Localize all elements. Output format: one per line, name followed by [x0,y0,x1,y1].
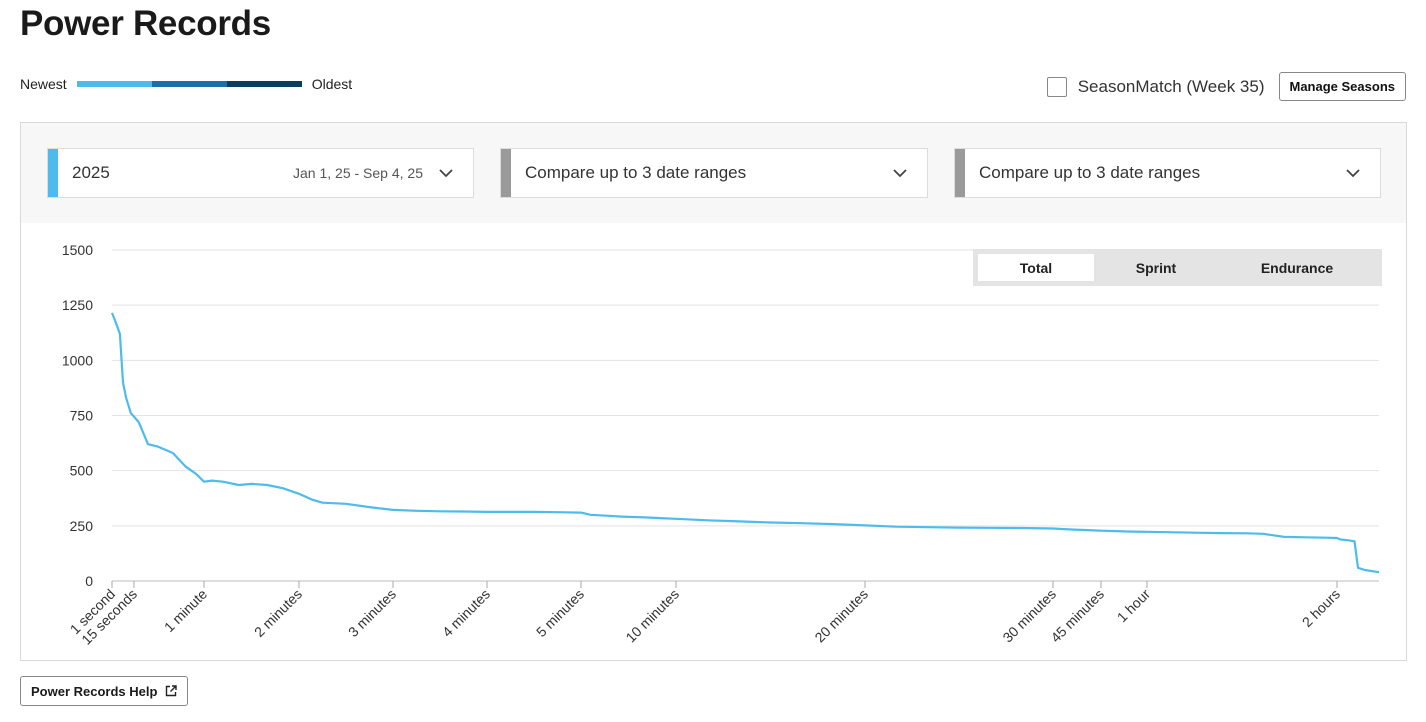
page-title: Power Records [20,4,271,43]
y-tick-label: 1000 [62,352,93,368]
x-tick-label: 2 minutes [251,586,305,640]
y-tick-label: 0 [85,573,93,589]
manage-seasons-button[interactable]: Manage Seasons [1278,72,1406,101]
y-tick-label: 1500 [62,242,93,258]
power-records-help-button[interactable]: Power Records Help [20,676,189,706]
range-color-stripe [955,149,965,197]
x-tick-label: 1 minute [161,586,210,635]
recency-legend: Newest Oldest [20,76,352,92]
date-range-select-2[interactable]: Compare up to 3 date ranges [500,148,928,198]
date-range-select-3[interactable]: Compare up to 3 date ranges [954,148,1381,198]
power-curve-line [110,312,1380,574]
seasonmatch-checkbox[interactable] [1046,76,1067,97]
range-dates: Jan 1, 25 - Sep 4, 25 [293,165,423,181]
segment-sprint[interactable]: Sprint [1135,259,1177,276]
season-controls: SeasonMatch (Week 35) Manage Seasons [1046,72,1406,101]
legend-segment-2 [151,81,227,87]
legend-oldest-label: Oldest [311,76,353,92]
x-tick-label: 3 minutes [345,586,399,640]
chevron-down-icon[interactable] [1344,164,1362,182]
range-label: 2025 [72,163,110,182]
y-tick-label: 250 [70,518,94,534]
y-tick-label: 500 [70,463,94,479]
x-tick-label: 5 minutes [533,586,587,640]
x-tick-label: 1 hour [1114,586,1154,626]
chevron-down-icon[interactable] [437,164,455,182]
chevron-down-icon[interactable] [891,164,909,182]
power-records-panel: 2025 Jan 1, 25 - Sep 4, 25 Compare up to… [20,122,1407,661]
range-label: Compare up to 3 date ranges [525,163,747,182]
legend-newest-label: Newest [20,76,67,92]
y-tick-label: 750 [70,408,94,424]
legend-segment-3 [226,81,302,87]
legend-gradient-bar [76,81,302,87]
record-type-segmented-control: Total Sprint Endurance [973,249,1382,286]
x-tick-label: 10 minutes [622,586,682,646]
x-tick-label: 2 hours [1299,586,1343,630]
segment-endurance[interactable]: Endurance [1260,259,1334,276]
range-label: Compare up to 3 date ranges [979,163,1201,182]
help-button-label: Power Records Help [31,683,158,699]
y-tick-label: 1250 [62,297,93,313]
range-color-stripe [501,149,511,197]
x-tick-label: 20 minutes [811,586,871,646]
date-range-select-1[interactable]: 2025 Jan 1, 25 - Sep 4, 25 [47,148,474,198]
legend-segment-1 [76,81,152,87]
seasonmatch-label[interactable]: SeasonMatch (Week 35) [1077,76,1265,96]
external-link-icon [166,685,178,697]
segment-total[interactable]: Total [978,254,1094,281]
x-tick-label: 4 minutes [439,586,493,640]
range-color-stripe [48,149,58,197]
